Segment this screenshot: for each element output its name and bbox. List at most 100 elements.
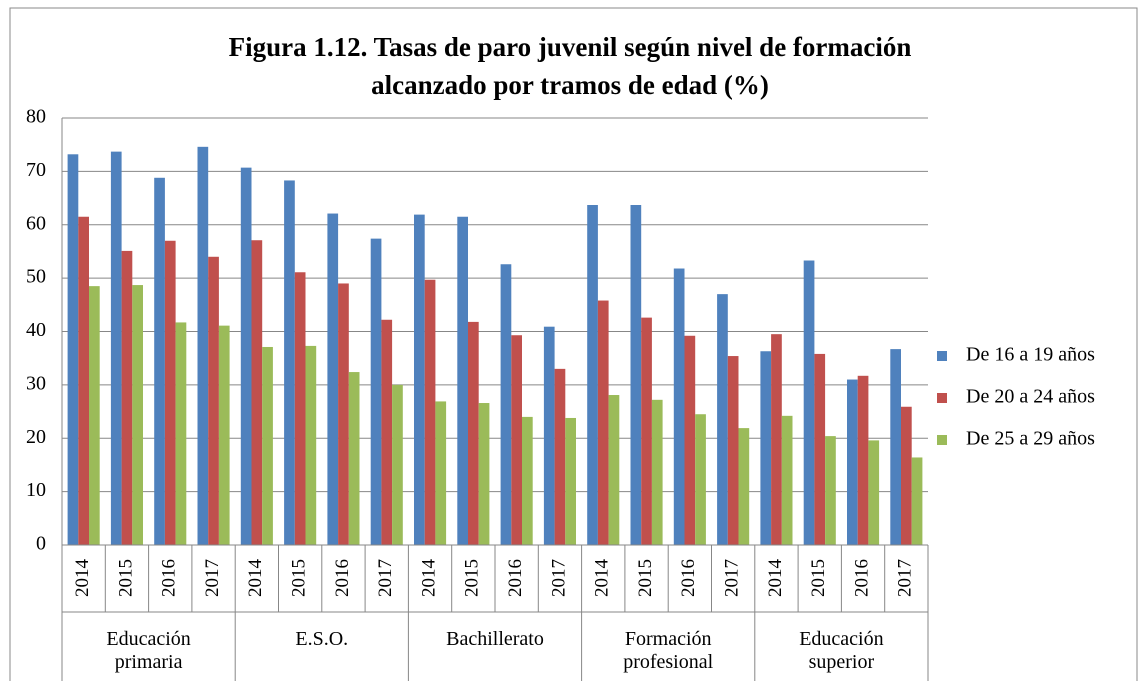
legend-swatch [937,393,947,403]
bar [348,372,360,545]
bar [825,436,836,545]
bar [500,264,512,545]
x-tick-label: 2016 [505,559,526,597]
legend-swatch [937,351,947,361]
bar [414,214,425,545]
bar [78,216,89,545]
bar [781,415,793,545]
x-tick-label: 2016 [159,559,180,597]
bar [218,325,230,545]
y-tick-label: 30 [26,372,46,394]
bar [381,319,393,545]
bar [468,321,479,545]
bar [554,368,566,545]
bar [803,260,815,545]
group-label: Educación primaria [106,628,191,673]
bar [89,286,100,545]
bar [197,146,209,545]
bar [608,395,620,545]
bar [132,285,143,545]
x-tick-label: 2015 [808,559,829,597]
x-tick-label: 2014 [72,559,93,598]
x-tick-label: 2017 [548,559,569,597]
bar [717,294,728,545]
bar [435,401,447,545]
chart-subtitle: alcanzado por tramos de edad (%) [371,70,769,100]
bar [911,457,923,545]
x-tick-label: 2017 [722,559,743,597]
bar [67,154,79,546]
y-tick-label: 0 [36,533,46,555]
bar [522,416,533,545]
bar [695,414,706,545]
x-tick-label: 2014 [765,559,786,598]
legend-label: De 20 a 24 años [966,386,1095,408]
bar [565,417,576,545]
x-tick-label: 2015 [115,559,136,597]
bar [673,268,685,545]
y-tick-label: 70 [26,159,46,181]
bar [392,384,403,545]
x-tick-label: 2016 [678,559,699,597]
bar [284,180,295,546]
bar [327,213,339,545]
bar [684,335,696,545]
x-tick-label: 2014 [418,559,439,598]
x-tick-label: 2017 [895,559,916,597]
x-tick-label: 2016 [851,559,872,597]
group-label: Formación profesional [623,628,714,673]
bar [262,346,273,545]
bar [543,326,555,545]
bar [597,300,609,545]
bar [208,256,219,545]
bar [630,205,642,545]
x-tick-label: 2017 [375,559,396,597]
legend-label: De 16 a 19 años [966,344,1095,366]
bar [890,349,901,545]
bar [847,379,858,545]
bar [305,345,317,545]
x-tick-label: 2016 [332,559,353,597]
bar [587,205,598,545]
bar [641,317,652,545]
y-tick-label: 20 [26,426,46,448]
bar [121,250,133,545]
bar [251,240,263,545]
bar [175,322,187,545]
x-tick-label: 2015 [289,559,310,597]
bar [771,334,782,545]
bar [164,240,176,545]
bar [760,351,772,545]
bar [901,406,912,545]
bar [857,375,869,545]
bar [370,238,382,545]
y-tick-label: 60 [26,212,46,234]
legend-swatch [937,435,947,445]
bar [651,399,663,545]
x-tick-label: 2017 [202,559,223,597]
bar [240,167,252,546]
bar [338,283,349,545]
bar [511,335,522,545]
bar [478,403,490,545]
group-label: E.S.O. [295,628,349,650]
group-label: Bachillerato [446,628,544,650]
bar [294,272,306,545]
bar [868,440,880,545]
y-tick-label: 50 [26,266,46,288]
bar [424,279,436,545]
y-tick-label: 10 [26,479,46,501]
bar [457,216,468,545]
y-tick-label: 80 [26,106,46,128]
x-tick-label: 2015 [462,559,483,597]
group-label: Educación superior [799,628,884,673]
bar [738,428,750,545]
legend-label: De 25 a 29 años [966,428,1095,450]
y-tick-label: 40 [26,319,46,341]
x-tick-label: 2014 [245,559,266,598]
x-tick-label: 2015 [635,559,656,597]
bar [110,151,122,545]
bar [727,356,739,545]
